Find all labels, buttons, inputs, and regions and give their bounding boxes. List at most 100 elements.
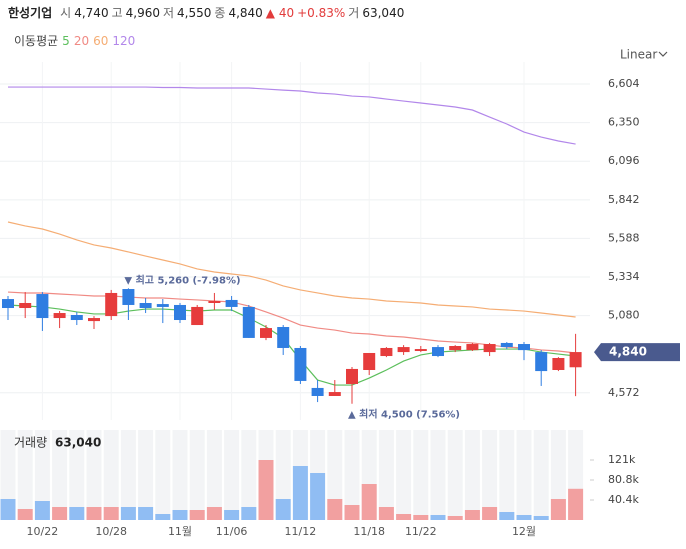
quote-header: 한성기업 시 4,740 고 4,960 저 4,550 종 4,840 ▲ 40 +0.83% 거 6…	[8, 4, 407, 21]
candle-body	[36, 294, 49, 319]
candle-body	[535, 352, 548, 372]
volume-bar	[447, 516, 463, 520]
candle-body	[311, 387, 324, 396]
volume-column-bg	[172, 430, 188, 520]
volume-bar	[86, 507, 102, 520]
annotation: ▼ 최고 5,260 (-7.98%)	[124, 273, 240, 286]
candle-body	[432, 347, 444, 357]
candle-body	[569, 352, 582, 368]
volume-bar	[258, 460, 274, 520]
candle-body	[380, 347, 393, 357]
volume-column-bg	[224, 430, 240, 520]
volume-column-bg	[86, 430, 102, 520]
volume-bar	[499, 512, 515, 520]
volume-bar	[172, 510, 188, 520]
volume-column-bg	[155, 430, 171, 520]
volume-bar	[344, 505, 360, 520]
candle-body	[53, 313, 66, 319]
change: ▲ 40	[265, 6, 295, 20]
volume-bar	[378, 507, 394, 520]
volume-column-bg	[103, 430, 119, 520]
quote-value: 4,740	[74, 6, 109, 20]
candle-body	[518, 344, 530, 351]
ma-line	[7, 221, 576, 318]
volume-bar	[69, 507, 85, 520]
volume-column-bg	[69, 430, 85, 520]
volume-bar	[396, 514, 412, 520]
volume-column-bg	[206, 430, 222, 520]
ma-legend-item: 5	[62, 34, 70, 48]
volume-column-bg	[378, 430, 394, 520]
volume-bar	[464, 510, 480, 520]
stock-name: 한성기업	[8, 6, 53, 20]
volume-column-bg	[275, 430, 291, 520]
x-tick-label: 12월	[512, 525, 536, 538]
volume-bar	[568, 488, 584, 520]
volume-bar	[0, 499, 16, 520]
volume-bar	[516, 515, 532, 520]
volume-bar	[292, 466, 308, 520]
volume-column-bg	[464, 430, 480, 520]
candle-body	[191, 306, 204, 326]
quote-label: 시	[60, 6, 72, 20]
volume-column-bg	[482, 430, 498, 520]
volume-value: 63,040	[362, 6, 405, 20]
ma-line	[7, 291, 576, 354]
volume-bar	[550, 499, 566, 520]
quote-label: 저	[162, 6, 175, 20]
y-tick-label: 4,572	[608, 386, 640, 399]
chevron	[658, 51, 668, 57]
volume-column-bg	[189, 430, 205, 520]
x-tick-label: 11/18	[353, 525, 385, 538]
y-tick-label: 5,334	[608, 270, 640, 283]
y-tick-label: 5,080	[608, 309, 640, 322]
volume-column-bg	[120, 430, 136, 520]
candle-body	[174, 304, 186, 321]
candle-body	[466, 344, 479, 351]
candle-body	[225, 299, 238, 307]
candle-body	[346, 368, 358, 384]
volume-bar	[482, 507, 498, 520]
x-tick-label: 10/22	[27, 525, 59, 538]
volume-tick-label: 80.8k	[608, 473, 639, 486]
volume-column-bg	[430, 430, 446, 520]
candle-body	[363, 352, 376, 371]
candle-body	[500, 342, 513, 348]
ma-legend-item: 120	[112, 34, 136, 48]
volume-column-bg	[138, 430, 154, 520]
volume-tick-label: 40.4k	[608, 493, 639, 506]
volume-column-bg	[413, 430, 429, 520]
volume-bar	[120, 507, 136, 520]
candle-body	[328, 392, 341, 396]
candle-body	[139, 302, 152, 309]
volume-column-bg	[344, 430, 360, 520]
candle-body	[260, 328, 272, 338]
volume-column-bg	[241, 430, 257, 520]
volume-column-bg	[550, 430, 566, 520]
volume-bar	[206, 507, 222, 520]
change-pct: +0.83%	[297, 6, 346, 20]
ma-legend-item: 20	[73, 34, 90, 48]
quote-label: 종	[214, 6, 226, 20]
volume-column-bg	[499, 430, 515, 520]
candle-body	[19, 302, 32, 309]
candle-body	[397, 347, 410, 353]
ma-line	[8, 86, 576, 145]
candle-body	[122, 289, 135, 305]
x-tick-label: 11월	[168, 525, 192, 538]
volume-bar	[103, 507, 119, 520]
ma-legend-item: 60	[93, 34, 109, 48]
candle-body	[208, 301, 221, 303]
volume-column-bg	[327, 430, 343, 520]
volume-title-value: 63,040	[55, 436, 101, 450]
volume-bar	[138, 507, 154, 520]
candle-body	[277, 327, 290, 348]
volume-tick-label: 121k	[608, 453, 636, 466]
volume-bar	[224, 510, 240, 520]
volume-column-bg	[34, 430, 50, 520]
volume-column-bg	[17, 430, 33, 520]
candle-body	[105, 292, 118, 317]
annotation: ▲ 최저 4,500 (7.56%)	[348, 408, 460, 421]
price-tag	[594, 343, 680, 362]
